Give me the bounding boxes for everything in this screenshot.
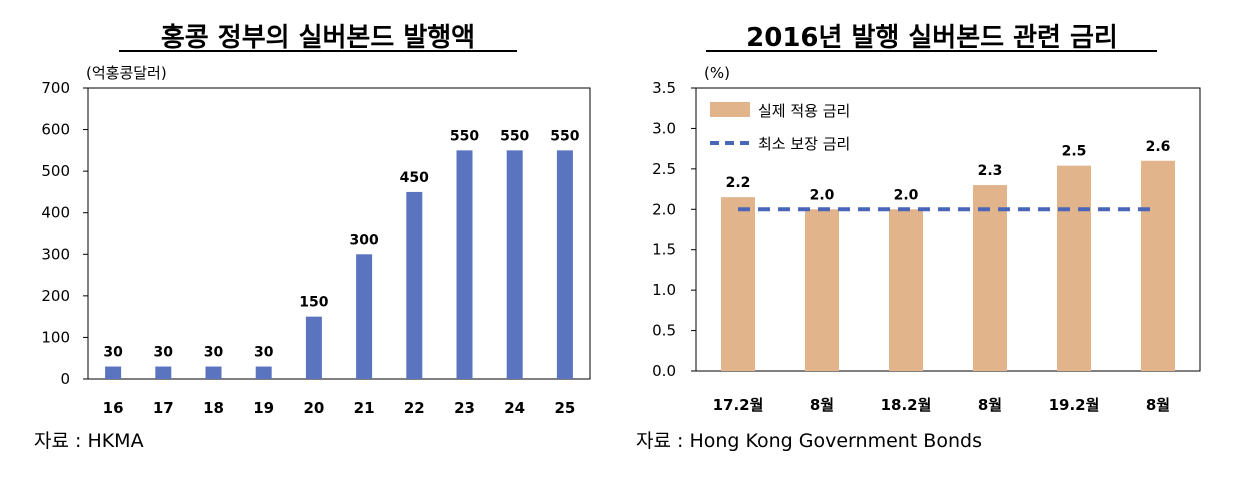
x-tick-label: 21 [354, 399, 375, 417]
bar [305, 316, 322, 379]
legend-swatch-bar [710, 102, 750, 117]
x-tick-label: 8월 [978, 396, 1002, 414]
bar [973, 185, 1007, 371]
y-tick-label: 300 [41, 245, 70, 263]
data-label: 2.0 [810, 187, 835, 203]
data-label: 2.6 [1146, 139, 1171, 155]
bar [356, 254, 373, 379]
data-label: 450 [400, 170, 429, 186]
y-tick-label: 2.5 [652, 160, 676, 178]
data-label: 300 [349, 232, 378, 248]
x-tick-label: 23 [454, 399, 475, 417]
chart-title: 홍콩 정부의 실버본드 발행액 [161, 23, 475, 53]
y-tick-label: 0.0 [652, 362, 676, 380]
plot-frame [87, 87, 591, 380]
data-label: 30 [154, 345, 174, 361]
bar [406, 191, 423, 379]
unit-label: (억홍콩달러) [86, 64, 167, 82]
x-tick-label: 18.2월 [881, 396, 932, 414]
y-tick-label: 500 [41, 162, 70, 180]
y-tick-label: 0.5 [652, 322, 676, 340]
x-tick-label: 19.2월 [1049, 396, 1100, 414]
y-tick-label: 1.5 [652, 241, 676, 259]
y-tick-label: 700 [41, 79, 70, 97]
chart-title: 2016년 발행 실버본드 관련 금리 [746, 23, 1118, 53]
bar [456, 150, 473, 379]
x-tick-label: 25 [554, 399, 575, 417]
bar [1057, 165, 1091, 371]
data-label: 2.0 [894, 187, 919, 203]
data-label: 150 [299, 295, 328, 311]
legend-label-bar: 실제 적용 금리 [758, 102, 850, 120]
data-label: 2.3 [978, 163, 1003, 179]
bar [155, 366, 172, 379]
source-note: 자료 : HKMA [34, 430, 144, 452]
x-tick-label: 8월 [1146, 396, 1170, 414]
unit-label: (%) [704, 64, 730, 82]
bar [506, 150, 523, 379]
x-tick-label: 22 [404, 399, 425, 417]
x-tick-label: 24 [504, 399, 525, 417]
bar [205, 366, 222, 379]
bar [556, 150, 573, 379]
data-label: 2.2 [726, 175, 751, 191]
x-tick-label: 19 [253, 399, 274, 417]
legend-label-line: 최소 보장 금리 [758, 135, 850, 153]
data-label: 550 [550, 128, 579, 144]
data-label: 30 [254, 345, 274, 361]
bar [889, 209, 923, 371]
bar [1141, 160, 1175, 371]
bar [105, 366, 122, 379]
y-tick-label: 200 [41, 287, 70, 305]
y-tick-label: 1.0 [652, 281, 676, 299]
data-label: 550 [500, 128, 529, 144]
y-tick-label: 2.0 [652, 200, 676, 218]
data-label: 30 [204, 345, 224, 361]
bar [721, 197, 755, 371]
data-label: 2.5 [1062, 144, 1087, 160]
data-label: 30 [103, 345, 123, 361]
x-tick-label: 8월 [810, 396, 834, 414]
x-tick-label: 17 [153, 399, 174, 417]
bar [255, 366, 272, 379]
y-tick-label: 3.0 [652, 119, 676, 137]
source-note: 자료 : Hong Kong Government Bonds [636, 430, 982, 452]
y-tick-label: 400 [41, 204, 70, 222]
plot-frame [695, 87, 1201, 372]
y-tick-label: 3.5 [652, 79, 676, 97]
x-tick-label: 16 [103, 399, 124, 417]
data-label: 550 [450, 128, 479, 144]
y-tick-label: 100 [41, 328, 70, 346]
x-tick-label: 17.2월 [713, 396, 764, 414]
x-tick-label: 18 [203, 399, 224, 417]
x-tick-label: 20 [303, 399, 324, 417]
y-tick-label: 0 [60, 370, 70, 388]
y-tick-label: 600 [41, 121, 70, 139]
bar [805, 209, 839, 371]
